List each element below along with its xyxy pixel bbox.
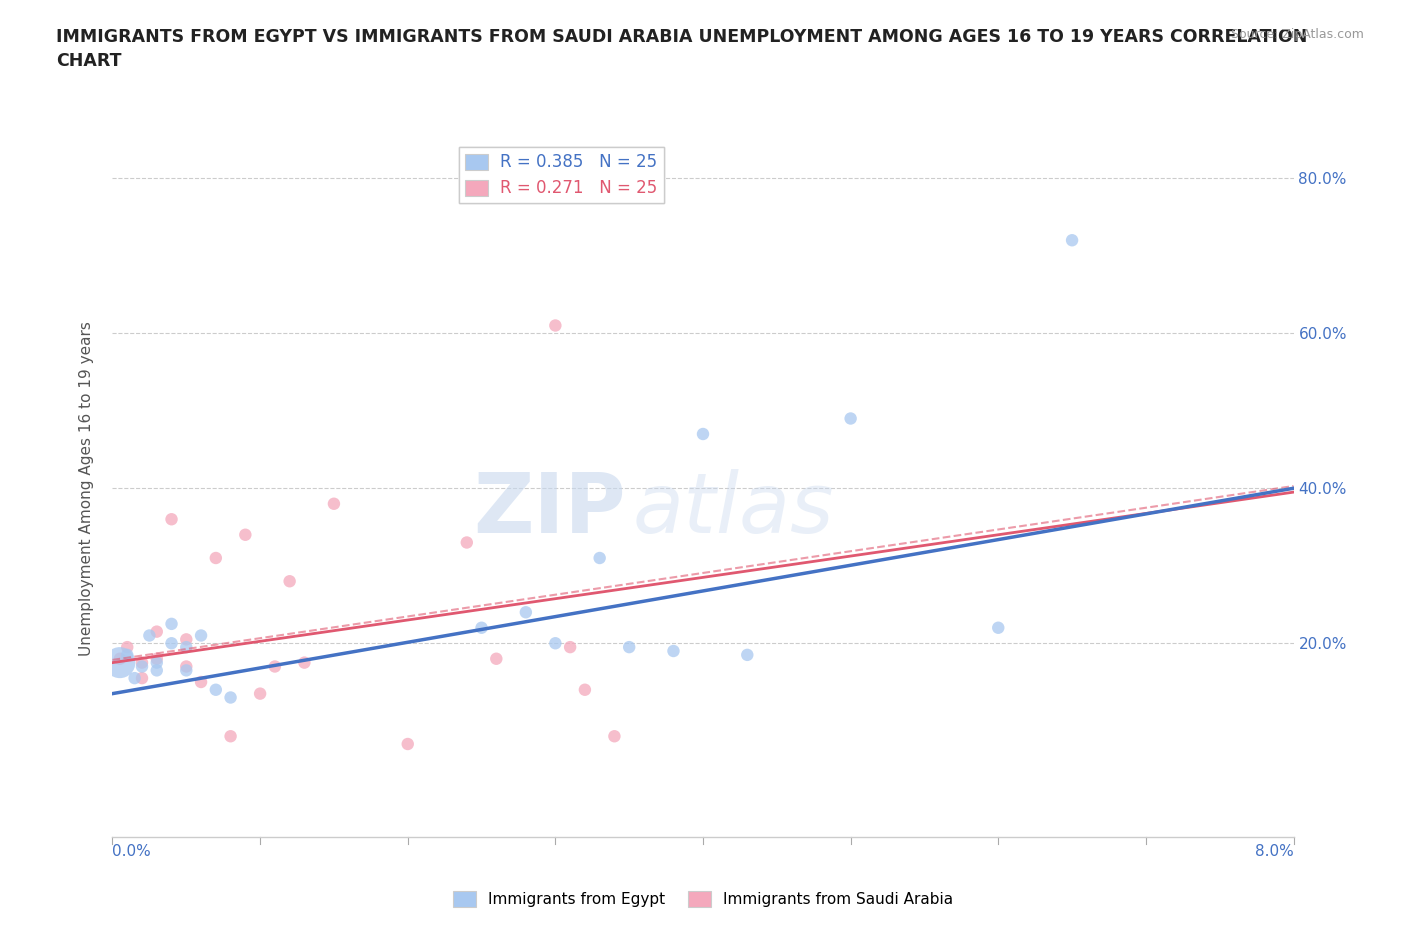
Point — [485, 651, 508, 666]
Point — [278, 574, 301, 589]
Text: 8.0%: 8.0% — [1254, 844, 1294, 859]
Point — [108, 651, 131, 666]
Point — [396, 737, 419, 751]
Point — [174, 640, 197, 655]
Point — [544, 636, 567, 651]
Text: atlas: atlas — [633, 469, 834, 550]
Point — [117, 640, 138, 655]
Point — [174, 659, 197, 674]
Point — [737, 647, 759, 662]
Point — [205, 551, 228, 565]
Point — [124, 671, 146, 685]
Point — [138, 628, 160, 643]
Point — [264, 659, 287, 674]
Point — [205, 683, 228, 698]
Point — [471, 620, 494, 635]
Point — [1062, 232, 1084, 247]
Point — [544, 318, 567, 333]
Text: Source: ZipAtlas.com: Source: ZipAtlas.com — [1230, 28, 1364, 41]
Text: 0.0%: 0.0% — [112, 844, 152, 859]
Point — [160, 617, 183, 631]
Point — [574, 683, 596, 698]
Point — [146, 663, 169, 678]
Point — [131, 659, 153, 674]
Point — [560, 640, 582, 655]
Legend: R = 0.385   N = 25, R = 0.271   N = 25: R = 0.385 N = 25, R = 0.271 N = 25 — [458, 147, 664, 203]
Point — [160, 512, 183, 526]
Legend: Immigrants from Egypt, Immigrants from Saudi Arabia: Immigrants from Egypt, Immigrants from S… — [447, 884, 959, 913]
Point — [146, 651, 169, 666]
Point — [987, 620, 1010, 635]
Point — [190, 674, 212, 689]
Point — [588, 551, 610, 565]
Point — [174, 663, 197, 678]
Point — [323, 497, 346, 512]
Point — [839, 411, 862, 426]
Point — [117, 647, 138, 662]
Point — [515, 604, 537, 619]
Point — [233, 527, 256, 542]
Point — [131, 671, 153, 685]
Point — [662, 644, 685, 658]
Point — [292, 656, 315, 671]
Point — [108, 656, 131, 671]
Point — [249, 686, 271, 701]
Y-axis label: Unemployment Among Ages 16 to 19 years: Unemployment Among Ages 16 to 19 years — [79, 321, 94, 656]
Point — [190, 628, 212, 643]
Point — [131, 656, 153, 671]
Point — [219, 729, 242, 744]
Point — [219, 690, 242, 705]
Point — [146, 656, 169, 671]
Point — [692, 427, 714, 442]
Point — [174, 632, 197, 647]
Point — [619, 640, 641, 655]
Text: ZIP: ZIP — [474, 469, 626, 550]
Point — [603, 729, 626, 744]
Point — [456, 535, 478, 550]
Point — [146, 624, 169, 639]
Point — [160, 636, 183, 651]
Text: IMMIGRANTS FROM EGYPT VS IMMIGRANTS FROM SAUDI ARABIA UNEMPLOYMENT AMONG AGES 16: IMMIGRANTS FROM EGYPT VS IMMIGRANTS FROM… — [56, 28, 1308, 70]
